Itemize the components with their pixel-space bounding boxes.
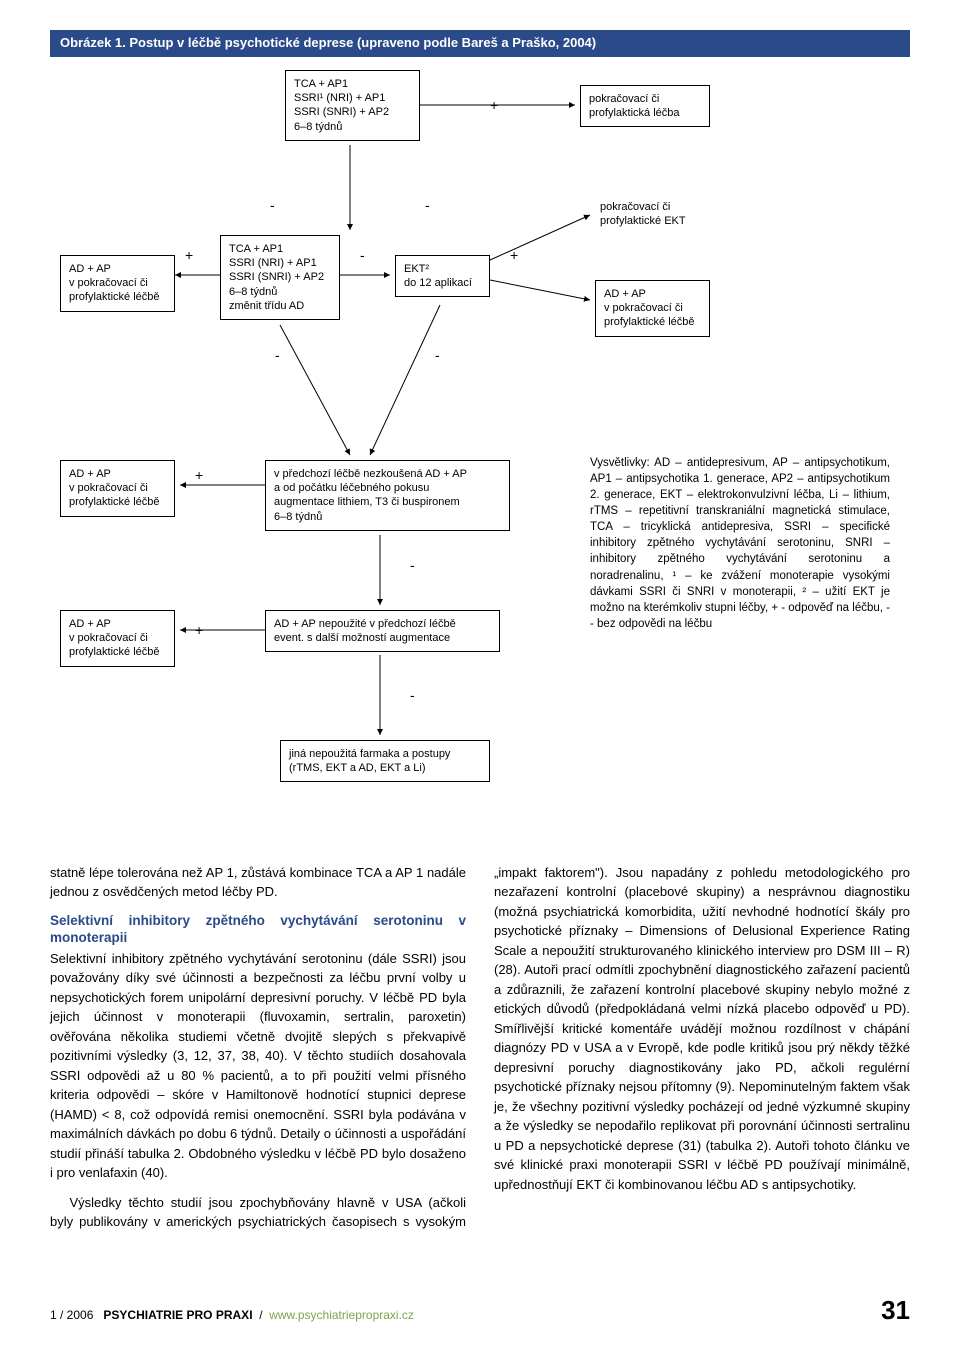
sym-minus: -	[410, 555, 415, 575]
node-left4: AD + APv pokračovací čiprofylaktické léč…	[60, 610, 175, 667]
footer-left: 1 / 2006 PSYCHIATRIE PRO PRAXI / www.psy…	[50, 1307, 414, 1324]
sym-plus: +	[195, 620, 203, 640]
node-left3: AD + APv pokračovací čiprofylaktické léč…	[60, 460, 175, 517]
label-right-ekt: pokračovací čiprofylaktické EKT	[600, 200, 686, 229]
footer-url: www.psychiatriepropraxi.cz	[269, 1308, 414, 1322]
sym-minus: -	[275, 345, 280, 365]
node-last: jiná nepoužitá farmaka a postupy(rTMS, E…	[280, 740, 490, 783]
sym-minus: -	[360, 245, 365, 265]
section-heading: Selektivní inhibitory zpětného vychytává…	[50, 912, 466, 947]
footer-journal: PSYCHIATRIE PRO PRAXI	[103, 1308, 252, 1322]
figure-title: Obrázek 1. Postup v léčbě psychotické de…	[50, 30, 910, 57]
sym-plus: +	[490, 95, 498, 115]
node-right-top: pokračovací čiprofylaktická léčba	[580, 85, 710, 128]
node-mid: TCA + AP1SSRI (NRI) + AP1SSRI (SNRI) + A…	[220, 235, 340, 320]
footer-issue: 1 / 2006	[50, 1308, 93, 1322]
para-1: statně lépe tolerována než AP 1, zůstává…	[50, 863, 466, 902]
node-left-mid: AD + APv pokračovací čiprofylaktické léč…	[60, 255, 175, 312]
sym-minus: -	[410, 685, 415, 705]
node-top: TCA + AP1SSRI¹ (NRI) + AP1SSRI (SNRI) + …	[285, 70, 420, 141]
node-ekt2: EKT²do 12 aplikací	[395, 255, 490, 298]
node-aug1: v předchozí léčbě nezkoušená AD + APa od…	[265, 460, 510, 531]
node-right-mid-box: AD + APv pokračovací čiprofylaktické léč…	[595, 280, 710, 337]
sym-plus: +	[510, 245, 518, 265]
figure-legend: Vysvětlivky: AD – antidepresivum, AP – a…	[590, 455, 890, 632]
sym-minus: -	[270, 195, 275, 215]
sym-minus: -	[425, 195, 430, 215]
para-2: Selektivní inhibitory zpětného vychytává…	[50, 949, 466, 1183]
footer: 1 / 2006 PSYCHIATRIE PRO PRAXI / www.psy…	[50, 1292, 910, 1330]
body-columns: statně lépe tolerována než AP 1, zůstává…	[50, 863, 910, 1232]
sym-plus: +	[195, 465, 203, 485]
sym-plus: +	[185, 245, 193, 265]
node-aug2: AD + AP nepoužité v předchozí léčběevent…	[265, 610, 500, 653]
flowchart: TCA + AP1SSRI¹ (NRI) + AP1SSRI (SNRI) + …	[50, 65, 910, 845]
sym-minus: -	[435, 345, 440, 365]
footer-page: 31	[881, 1292, 910, 1330]
